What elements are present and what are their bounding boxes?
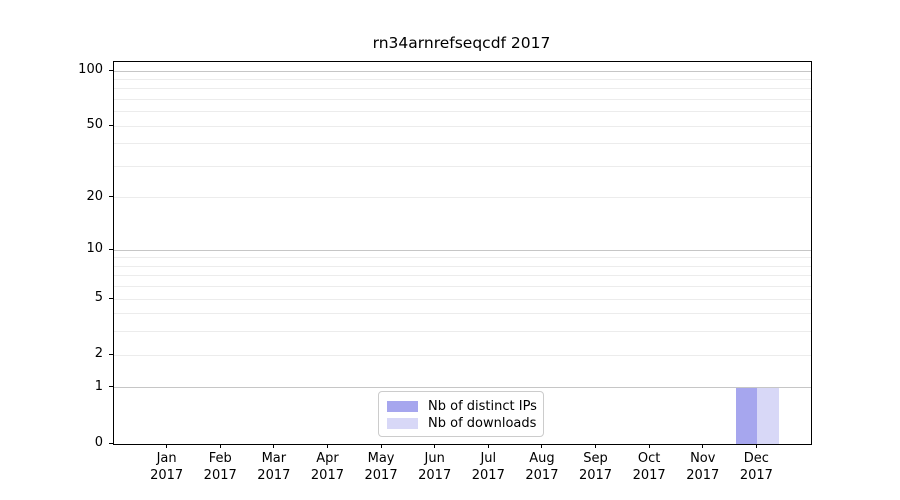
x-tick-month: Jul [480,451,497,466]
x-tick-month: Oct [637,451,661,466]
x-tick-year: 2017 [578,468,613,483]
x-tick-year: 2017 [150,468,184,483]
x-tick-year: 2017 [739,468,773,483]
legend-row: Nb of downloads [387,415,537,431]
y-tick-mark [109,353,113,355]
x-tick-label: Dec 2017 [724,450,788,484]
y-tick-mark [109,124,113,126]
minor-gridline [114,354,811,356]
x-tick-label: Nov 2017 [671,450,735,484]
x-tick-year: 2017 [364,468,398,483]
y-tick-label: 100 [78,62,103,77]
x-tick-label: May 2017 [349,450,413,484]
x-tick-mark [541,444,543,448]
x-tick-mark [380,444,382,448]
x-tick-label: Jun 2017 [403,450,467,484]
minor-gridline [114,275,811,277]
y-tick-mark [109,386,113,388]
x-tick-year: 2017 [686,468,720,483]
x-tick-label: Jul 2017 [456,450,520,484]
x-tick-mark [595,444,597,448]
y-tick-mark [109,248,113,250]
y-tick-label: 20 [86,188,103,204]
plot-area [113,61,812,445]
y-tick-label: 2 [94,346,103,362]
x-tick-year: 2017 [310,468,344,483]
x-tick-label: Jan 2017 [135,450,199,484]
minor-gridline [114,286,811,288]
x-tick-mark [166,444,168,448]
x-tick-month: Apr [316,451,339,466]
x-tick-label: Aug 2017 [510,450,574,484]
y-tick-label: 1 [94,378,103,394]
y-tick-mark [109,442,113,444]
x-tick-mark [648,444,650,448]
x-tick-year: 2017 [525,468,559,483]
major-gridline [114,387,811,389]
x-tick-month: Jan [156,451,177,466]
x-tick-mark [434,444,436,448]
minor-gridline [114,125,811,127]
minor-gridline [114,331,811,333]
major-gridline [114,249,811,251]
minor-gridline [114,298,811,300]
minor-gridline [114,88,811,90]
x-tick-year: 2017 [257,468,291,483]
x-tick-mark [219,444,221,448]
y-tick-label: 50 [86,117,103,133]
x-tick-label: Mar 2017 [242,450,306,484]
y-tick-mark [109,297,113,299]
minor-gridline [114,197,811,199]
bar-downloads [757,387,779,444]
x-tick-month: Mar [261,451,287,466]
minor-gridline [114,165,811,167]
legend-swatch-distinct-ips [387,400,418,412]
y-tick-label: 5 [94,290,103,306]
x-tick-label: Feb 2017 [188,450,252,484]
minor-gridline [114,265,811,267]
major-gridline [114,70,811,72]
y-tick-label: 0 [94,435,103,450]
x-tick-mark [273,444,275,448]
x-tick-year: 2017 [632,468,666,483]
legend-label: Nb of distinct IPs [428,398,537,414]
minor-gridline [114,143,811,145]
bar-distinct-ips [735,387,758,444]
legend-swatch-downloads [387,417,418,429]
minor-gridline [114,257,811,259]
x-tick-mark [755,444,757,448]
x-tick-mark [487,444,489,448]
x-tick-year: 2017 [471,468,505,483]
minor-gridline [114,111,811,113]
x-tick-year: 2017 [418,468,452,483]
y-tick-label: 10 [86,241,103,257]
x-tick-label: Apr 2017 [295,450,359,484]
legend: Nb of distinct IPs Nb of downloads [378,391,544,437]
x-tick-year: 2017 [203,468,237,483]
x-tick-label: Sep 2017 [564,450,628,484]
legend-row: Nb of distinct IPs [387,398,537,414]
minor-gridline [114,98,811,100]
x-tick-month: Dec [743,451,769,466]
minor-gridline [114,313,811,315]
y-tick-mark [109,196,113,198]
chart-title: rn34arnrefseqcdf 2017 [372,34,551,52]
x-tick-month: Jun [424,451,445,466]
x-tick-month: May [367,451,395,466]
x-tick-month: Feb [208,451,232,466]
y-tick-mark [109,69,113,71]
x-tick-month: Nov [690,451,716,466]
x-tick-month: Aug [529,451,555,466]
x-tick-label: Oct 2017 [617,450,681,484]
x-tick-mark [702,444,704,448]
minor-gridline [114,78,811,80]
x-tick-month: Sep [583,451,608,466]
legend-label: Nb of downloads [428,415,537,431]
x-tick-mark [326,444,328,448]
